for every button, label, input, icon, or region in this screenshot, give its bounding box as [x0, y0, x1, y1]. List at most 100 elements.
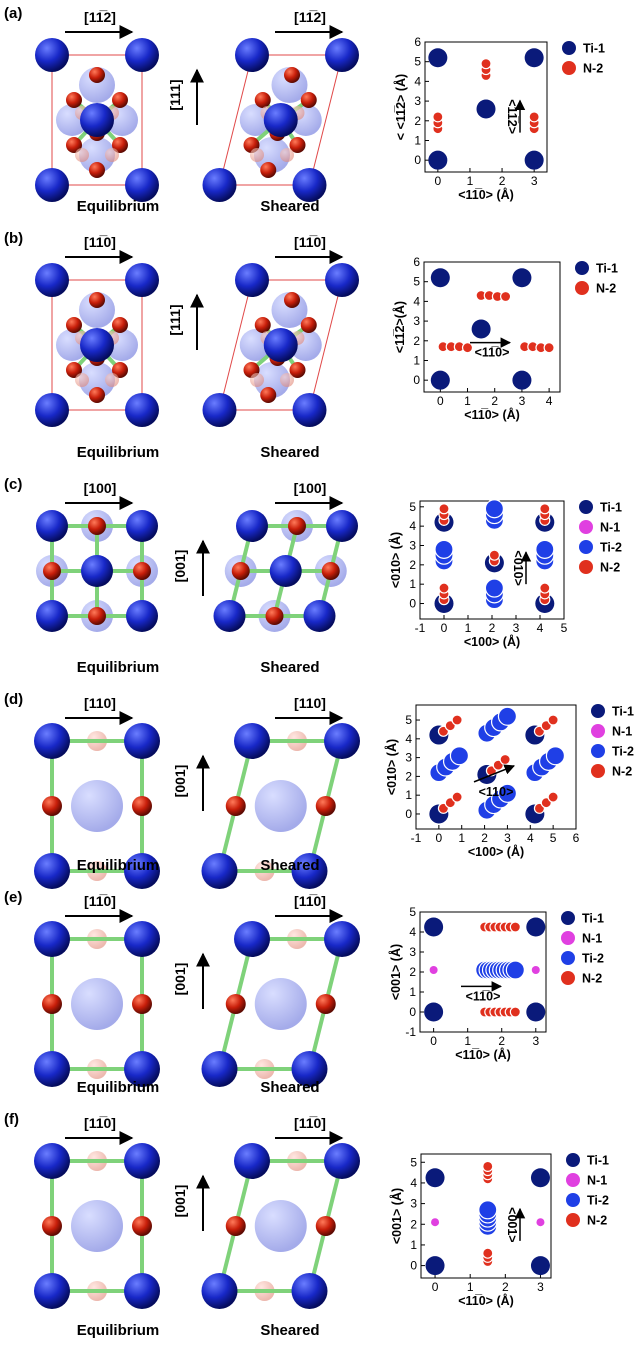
- ti-atom: [34, 1051, 70, 1087]
- legend-marker: [579, 540, 593, 554]
- ti-atom: [34, 921, 70, 957]
- panel-label: (e): [4, 889, 22, 906]
- vertical-axis-label: [001]: [172, 1185, 188, 1218]
- x-tick-label: 0: [430, 1034, 437, 1048]
- vertical-axis-label: [001]: [172, 550, 188, 583]
- shear-direction-label: [11̅0]: [294, 1115, 326, 1131]
- data-point-ti-2: [535, 539, 555, 559]
- legend-label: Ti-1: [596, 262, 618, 276]
- crystal-sheared: [201, 723, 360, 889]
- n-atom: [88, 517, 106, 535]
- ti-atom: [34, 723, 70, 759]
- ti-atom: [35, 168, 69, 202]
- ti-ghost-atom: [254, 1200, 307, 1252]
- ti-atom: [124, 1051, 160, 1087]
- y-tick-label: 1: [414, 133, 421, 147]
- n-atom: [112, 362, 128, 378]
- x-tick-label: 5: [550, 831, 557, 845]
- y-tick-label: 5: [409, 500, 416, 514]
- data-point-ti-2: [497, 783, 518, 803]
- legend-label: N-1: [600, 521, 620, 535]
- in-plot-label: <010>: [511, 550, 525, 585]
- n-ghost-atom: [280, 373, 294, 387]
- x-tick-label: 0: [432, 1280, 439, 1294]
- y-tick-label: 2: [413, 334, 420, 348]
- n-atom: [132, 796, 152, 816]
- x-tick-label: 0: [441, 621, 448, 635]
- panel-e: (e) [11̅0] [11̅0] [001] Equilibrium Sheared 0 1…: [4, 889, 604, 1096]
- n-atom: [289, 362, 306, 378]
- legend-marker: [566, 1213, 580, 1227]
- y-tick-label: 2: [409, 965, 416, 979]
- y-axis-label: <001> (Å): [388, 944, 403, 1000]
- n-ghost-atom: [105, 373, 119, 387]
- n-ghost-atom: [250, 373, 264, 387]
- n-atom: [284, 67, 300, 83]
- crystal-sheared: [202, 38, 359, 202]
- legend-marker: [561, 931, 575, 945]
- position-plot: 0 1 2 3 0 1 2 3 4 5 6 <11̅0> (Å) < <11̅2> (Å) <11̅2> T…: [393, 35, 605, 202]
- data-point-ti-2: [434, 539, 454, 559]
- ti-atom: [34, 853, 70, 889]
- shear-direction-label: [11̅0]: [84, 1115, 116, 1131]
- legend-label: N-1: [612, 725, 632, 739]
- n-atom: [112, 137, 128, 153]
- ti-ghost-atom: [254, 780, 307, 832]
- y-tick-label: 0: [409, 1005, 416, 1019]
- ti-atom: [80, 103, 114, 137]
- crystal-equilibrium: [34, 1143, 160, 1309]
- y-tick-label: 4: [405, 732, 412, 746]
- ti-atom: [124, 1273, 160, 1309]
- crystal-equilibrium: [36, 510, 158, 632]
- ti-atom: [34, 1143, 70, 1179]
- shear-direction-label: [11̅0]: [294, 893, 326, 909]
- sheared-caption: Sheared: [260, 659, 319, 676]
- data-point-ti-2: [505, 960, 525, 980]
- crystal-equilibrium: [34, 723, 160, 889]
- n-atom: [260, 387, 277, 403]
- in-plot-label: <001>: [505, 1207, 519, 1242]
- ti-ghost-atom: [71, 780, 123, 832]
- equilibrium-caption: Equilibrium: [77, 1079, 160, 1096]
- n-atom: [42, 994, 62, 1014]
- in-plot-label: <11̅2>: [505, 99, 519, 134]
- n-atom: [254, 317, 271, 333]
- y-tick-label: 0: [414, 153, 421, 167]
- n-atom: [132, 994, 152, 1014]
- ti-ghost-atom: [79, 292, 115, 328]
- ti-atom: [324, 1143, 360, 1179]
- data-point-n-2: [432, 111, 444, 123]
- sheared-caption: Sheared: [260, 198, 319, 215]
- x-tick-label: 0: [434, 174, 441, 188]
- n-atom: [89, 162, 105, 178]
- ti-atom: [291, 1273, 328, 1309]
- n-atom: [88, 607, 106, 625]
- ti-atom: [292, 393, 327, 427]
- data-point-n-2: [451, 791, 463, 803]
- n-atom: [300, 92, 317, 108]
- ti-atom: [34, 1273, 70, 1309]
- y-tick-label: 1: [409, 577, 416, 591]
- n-atom: [132, 1216, 152, 1236]
- y-tick-label: 5: [414, 55, 421, 69]
- data-point-ti-1: [526, 1002, 546, 1022]
- ti-atom: [202, 168, 237, 202]
- x-tick-label: 2: [502, 1280, 509, 1294]
- y-tick-label: 3: [414, 94, 421, 108]
- ti-atom: [126, 510, 158, 542]
- y-tick-label: 3: [405, 751, 412, 765]
- y-tick-label: 6: [414, 35, 421, 49]
- panel-f: (f) [11̅0] [11̅0] [001] Equilibrium Sheared 0 1…: [4, 1111, 609, 1339]
- n-atom: [42, 796, 62, 816]
- legend-label: Ti-2: [587, 1194, 609, 1208]
- panel-b: (b) [11̅0] [11̅0] [111] Equilibrium Sheared 0 1…: [4, 230, 618, 461]
- data-point-n-2: [543, 342, 555, 354]
- n-ghost-atom: [105, 148, 119, 162]
- legend-label: Ti-1: [600, 501, 622, 515]
- legend-label: Ti-1: [582, 912, 604, 926]
- position-plot: -1 0 1 2 3 4 5 6 0 1 2 3 4 5 <100> (Å) <010> (Å) <110> Ti…: [384, 704, 634, 859]
- ti-ghost-atom: [79, 67, 115, 103]
- crystal-equilibrium: [35, 38, 159, 202]
- ti-atom: [234, 1143, 270, 1179]
